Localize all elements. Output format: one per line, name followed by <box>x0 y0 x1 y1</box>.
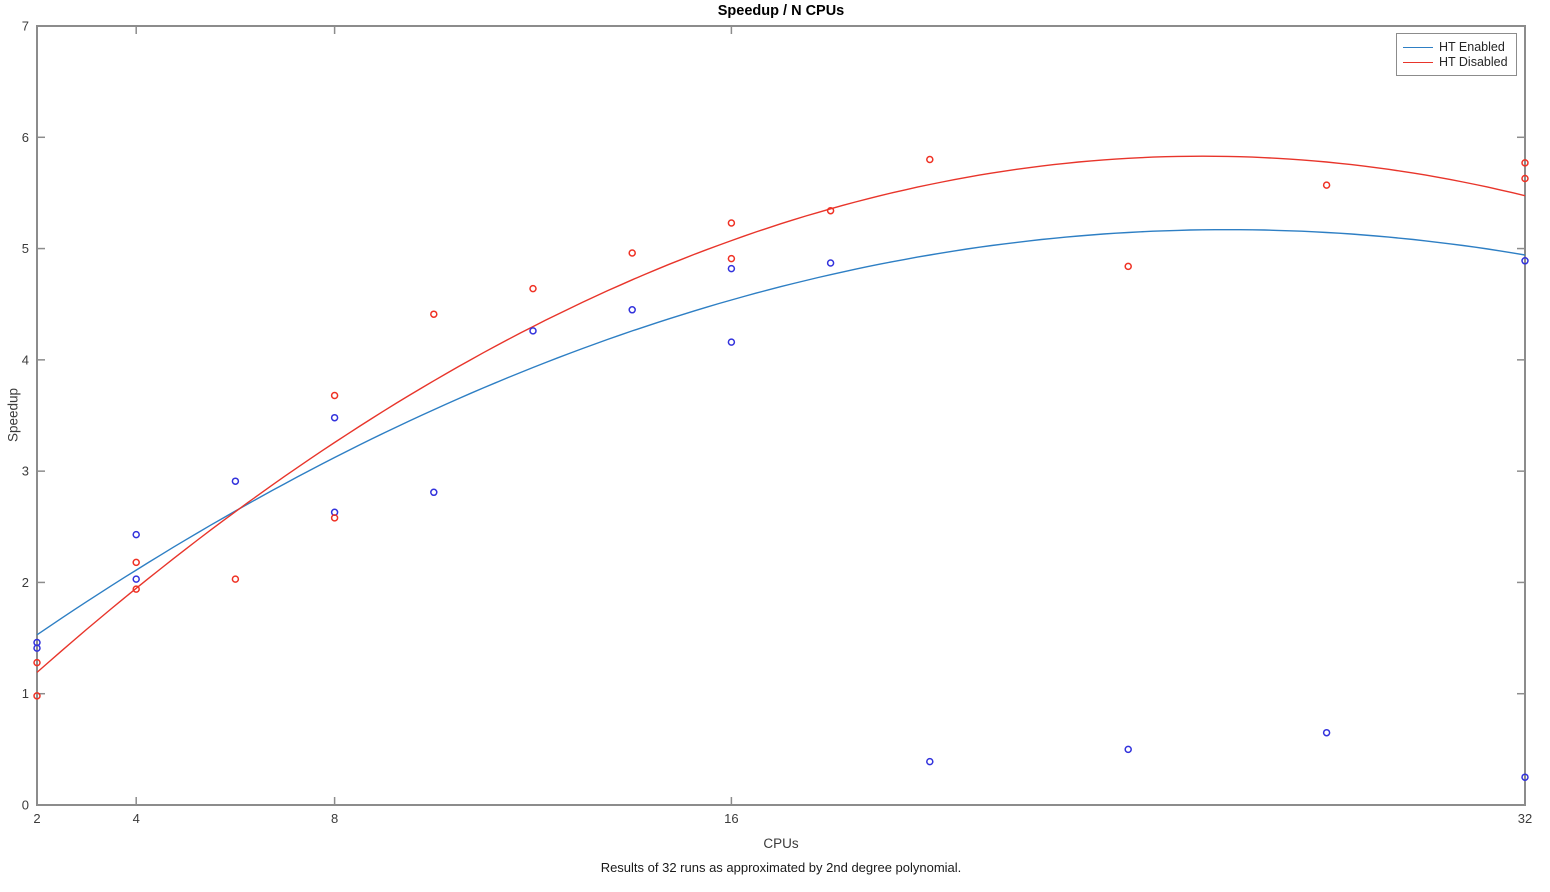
scatter-point-ht-enabled <box>1124 745 1132 754</box>
scatter-point-ht-disabled <box>430 310 438 318</box>
scatter-point-ht-enabled <box>231 477 240 485</box>
scatter-point-ht-enabled <box>1521 773 1529 781</box>
y-tick-label: 6 <box>22 130 29 145</box>
scatter-point-ht-enabled <box>132 530 140 539</box>
scatter-point-ht-disabled <box>330 514 339 522</box>
scatter-point-ht-disabled <box>1124 262 1132 271</box>
scatter-point-ht-disabled <box>132 558 140 567</box>
x-axis-label: CPUs <box>763 836 799 851</box>
fit-curve-ht-enabled <box>36 228 1526 636</box>
x-tick-label: 16 <box>724 811 738 826</box>
scatter-point-ht-enabled <box>430 488 438 497</box>
x-tick-label: 4 <box>133 811 140 826</box>
scatter-point-ht-disabled <box>330 391 339 400</box>
scatter-point-ht-enabled <box>926 757 934 766</box>
scatter-point-ht-disabled <box>926 155 934 164</box>
figure-caption: Results of 32 runs as approximated by 2n… <box>600 860 962 875</box>
scatter-point-ht-disabled <box>727 219 736 227</box>
y-tick-label: 1 <box>22 686 29 701</box>
legend-label: HT Disabled <box>1439 55 1508 69</box>
legend-line-ht-disabled <box>1403 61 1433 63</box>
x-tick-label: 8 <box>331 811 338 826</box>
scatter-point-ht-enabled <box>330 413 339 422</box>
fit-curve-ht-disabled <box>36 155 1526 673</box>
scatter-point-ht-disabled <box>33 658 41 667</box>
scatter-point-ht-enabled <box>826 259 835 267</box>
y-tick-label: 7 <box>22 19 29 34</box>
legend: HT Enabled HT Disabled <box>1396 33 1517 76</box>
y-tick-label: 2 <box>22 575 29 590</box>
y-tick-label: 5 <box>22 241 29 256</box>
scatter-point-ht-disabled <box>231 575 240 583</box>
legend-item-ht-enabled: HT Enabled <box>1403 40 1509 54</box>
scatter-point-ht-disabled <box>727 254 736 263</box>
scatter-point-ht-enabled <box>628 306 636 314</box>
scatter-point-ht-disabled <box>1521 174 1529 183</box>
scatter-point-ht-enabled <box>727 338 736 346</box>
chart-title: Speedup / N CPUs <box>717 3 845 19</box>
scatter-point-ht-disabled <box>628 249 636 257</box>
scatter-point-ht-disabled <box>33 692 41 700</box>
legend-label: HT Enabled <box>1439 40 1505 54</box>
scatter-point-ht-disabled <box>132 585 140 593</box>
legend-item-ht-disabled: HT Disabled <box>1403 55 1509 69</box>
scatter-point-ht-disabled <box>529 284 537 293</box>
scatter-point-ht-enabled <box>727 264 736 273</box>
y-tick-label: 4 <box>22 352 29 367</box>
scatter-point-ht-enabled <box>529 327 537 335</box>
scatter-point-ht-disabled <box>1322 181 1331 189</box>
scatter-point-ht-enabled <box>1521 257 1529 265</box>
x-tick-label: 32 <box>1518 811 1532 826</box>
y-tick-label: 0 <box>22 798 29 813</box>
y-tick-label: 3 <box>22 464 29 479</box>
legend-line-ht-enabled <box>1403 46 1433 48</box>
scatter-point-ht-disabled <box>826 206 835 215</box>
axes-box <box>36 25 1526 806</box>
scatter-point-ht-enabled <box>33 644 41 652</box>
y-axis-label: Speedup <box>5 387 21 443</box>
scatter-point-ht-enabled <box>1322 728 1331 737</box>
scatter-point-ht-disabled <box>1521 159 1529 167</box>
scatter-point-ht-enabled <box>132 575 140 583</box>
x-tick-label: 2 <box>33 811 40 826</box>
